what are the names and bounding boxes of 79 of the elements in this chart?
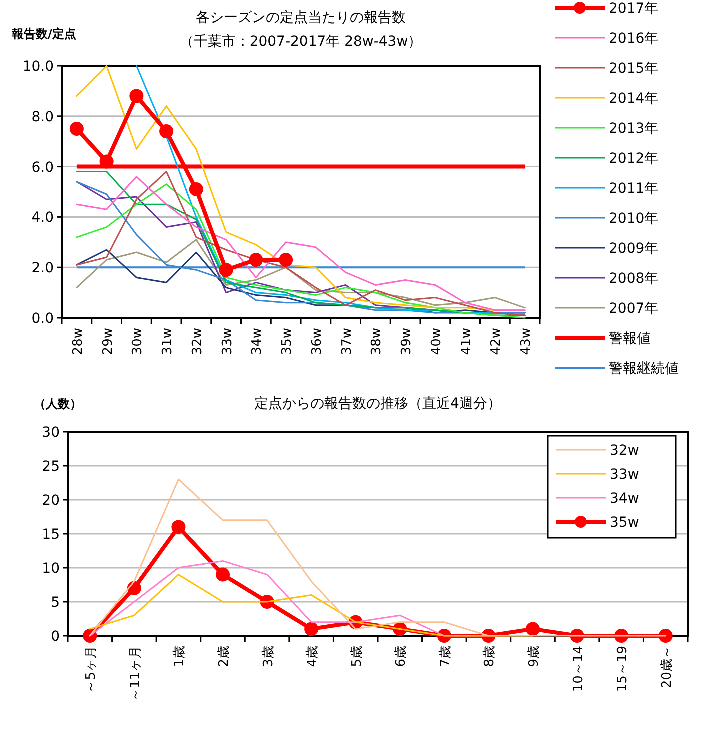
x-tick-label: 7歳	[438, 646, 454, 668]
chart-title: 各シーズンの定点当たりの報告数	[196, 10, 406, 26]
point	[304, 622, 319, 636]
y-axis-title: （人数）	[34, 397, 82, 411]
legend-label: 2011年	[609, 181, 659, 197]
x-tick-label: 10～14	[571, 646, 586, 692]
x-tick-label: 30w	[130, 328, 146, 356]
y-tick-label: 2.0	[32, 260, 54, 277]
x-tick-label: 36w	[310, 328, 325, 356]
point	[189, 182, 204, 196]
point	[658, 629, 673, 643]
y-tick-label: 5	[51, 595, 60, 611]
y-tick-label: 8.0	[32, 109, 54, 126]
x-tick-label: 33w	[220, 328, 236, 356]
line-series	[76, 239, 526, 309]
legend-label: 2014年	[609, 91, 659, 107]
legend-label: 32w	[610, 443, 640, 459]
legend-label: 2016年	[609, 31, 659, 47]
x-tick-label: 8歳	[482, 646, 498, 668]
x-tick-label: 29w	[100, 328, 116, 356]
point	[100, 154, 114, 169]
legend-label: 35w	[610, 515, 640, 531]
legend-label: 2017年	[609, 1, 659, 17]
point	[130, 89, 144, 104]
point	[219, 263, 234, 278]
point	[216, 568, 230, 582]
x-tick-label: 31w	[160, 328, 176, 356]
x-tick-label: 35w	[280, 328, 296, 356]
legend-label: 警報値	[609, 331, 651, 347]
point	[279, 253, 294, 268]
y-tick-label: 0.0	[32, 311, 54, 327]
x-tick-label: 37w	[340, 328, 355, 356]
legend-label: 2013年	[609, 121, 659, 137]
x-tick-label: 34w	[250, 328, 266, 356]
x-tick-label: 6歳	[394, 646, 410, 668]
x-tick-label: 4歳	[306, 646, 321, 668]
chart-title: 定点からの報告数の推移（直近4週分）	[254, 396, 502, 412]
y-tick-label: 25	[42, 459, 60, 475]
x-tick-label: 5歳	[350, 646, 365, 668]
y-tick-label: 10	[42, 561, 60, 577]
y-tick-label: 20	[42, 493, 60, 509]
legend-label: 2009年	[609, 241, 659, 257]
legend-label: 33w	[610, 467, 640, 483]
y-tick-label: 6.0	[32, 160, 54, 176]
point	[160, 124, 174, 139]
point	[70, 122, 84, 136]
legend-label: 2010年	[609, 211, 659, 227]
x-tick-label: 15～19	[616, 646, 631, 692]
x-tick-label: 32w	[190, 328, 206, 356]
chart-subtitle: （千葉市：2007-2017年 28w-43w）	[180, 34, 422, 50]
y-tick-label: 30	[42, 425, 60, 441]
x-tick-label: 20歳～	[660, 646, 675, 689]
legend-label: 2008年	[609, 271, 659, 287]
x-tick-label: ～11ヶ月	[128, 646, 144, 702]
x-tick-label: 9歳	[527, 646, 542, 668]
x-tick-label: 40w	[429, 328, 444, 356]
x-tick-label: ～5ヶ月	[84, 646, 100, 694]
x-tick-label: 39w	[400, 328, 415, 356]
point	[526, 622, 540, 636]
legend-label: 2007年	[609, 301, 659, 317]
legend-label: 警報継続値	[609, 361, 679, 377]
y-tick-label: 0	[51, 629, 60, 645]
y-tick-label: 15	[42, 527, 60, 543]
x-tick-label: 28w	[70, 328, 86, 356]
point	[172, 520, 186, 534]
x-tick-label: 42w	[489, 328, 504, 356]
x-tick-label: 1歳	[172, 646, 188, 668]
legend-label: 2012年	[609, 151, 659, 167]
x-tick-label: 43w	[519, 328, 534, 356]
x-tick-label: 3歳	[261, 646, 276, 668]
y-tick-label: 4.0	[32, 210, 54, 226]
y-axis-title: 報告数/定点	[11, 27, 76, 41]
point	[249, 253, 264, 268]
x-tick-label: 2歳	[217, 646, 232, 668]
legend-label: 34w	[610, 491, 640, 507]
x-tick-label: 38w	[370, 328, 385, 356]
y-tick-label: 10.0	[22, 59, 54, 75]
x-tick-label: 41w	[459, 328, 474, 356]
legend-label: 2015年	[609, 61, 659, 77]
